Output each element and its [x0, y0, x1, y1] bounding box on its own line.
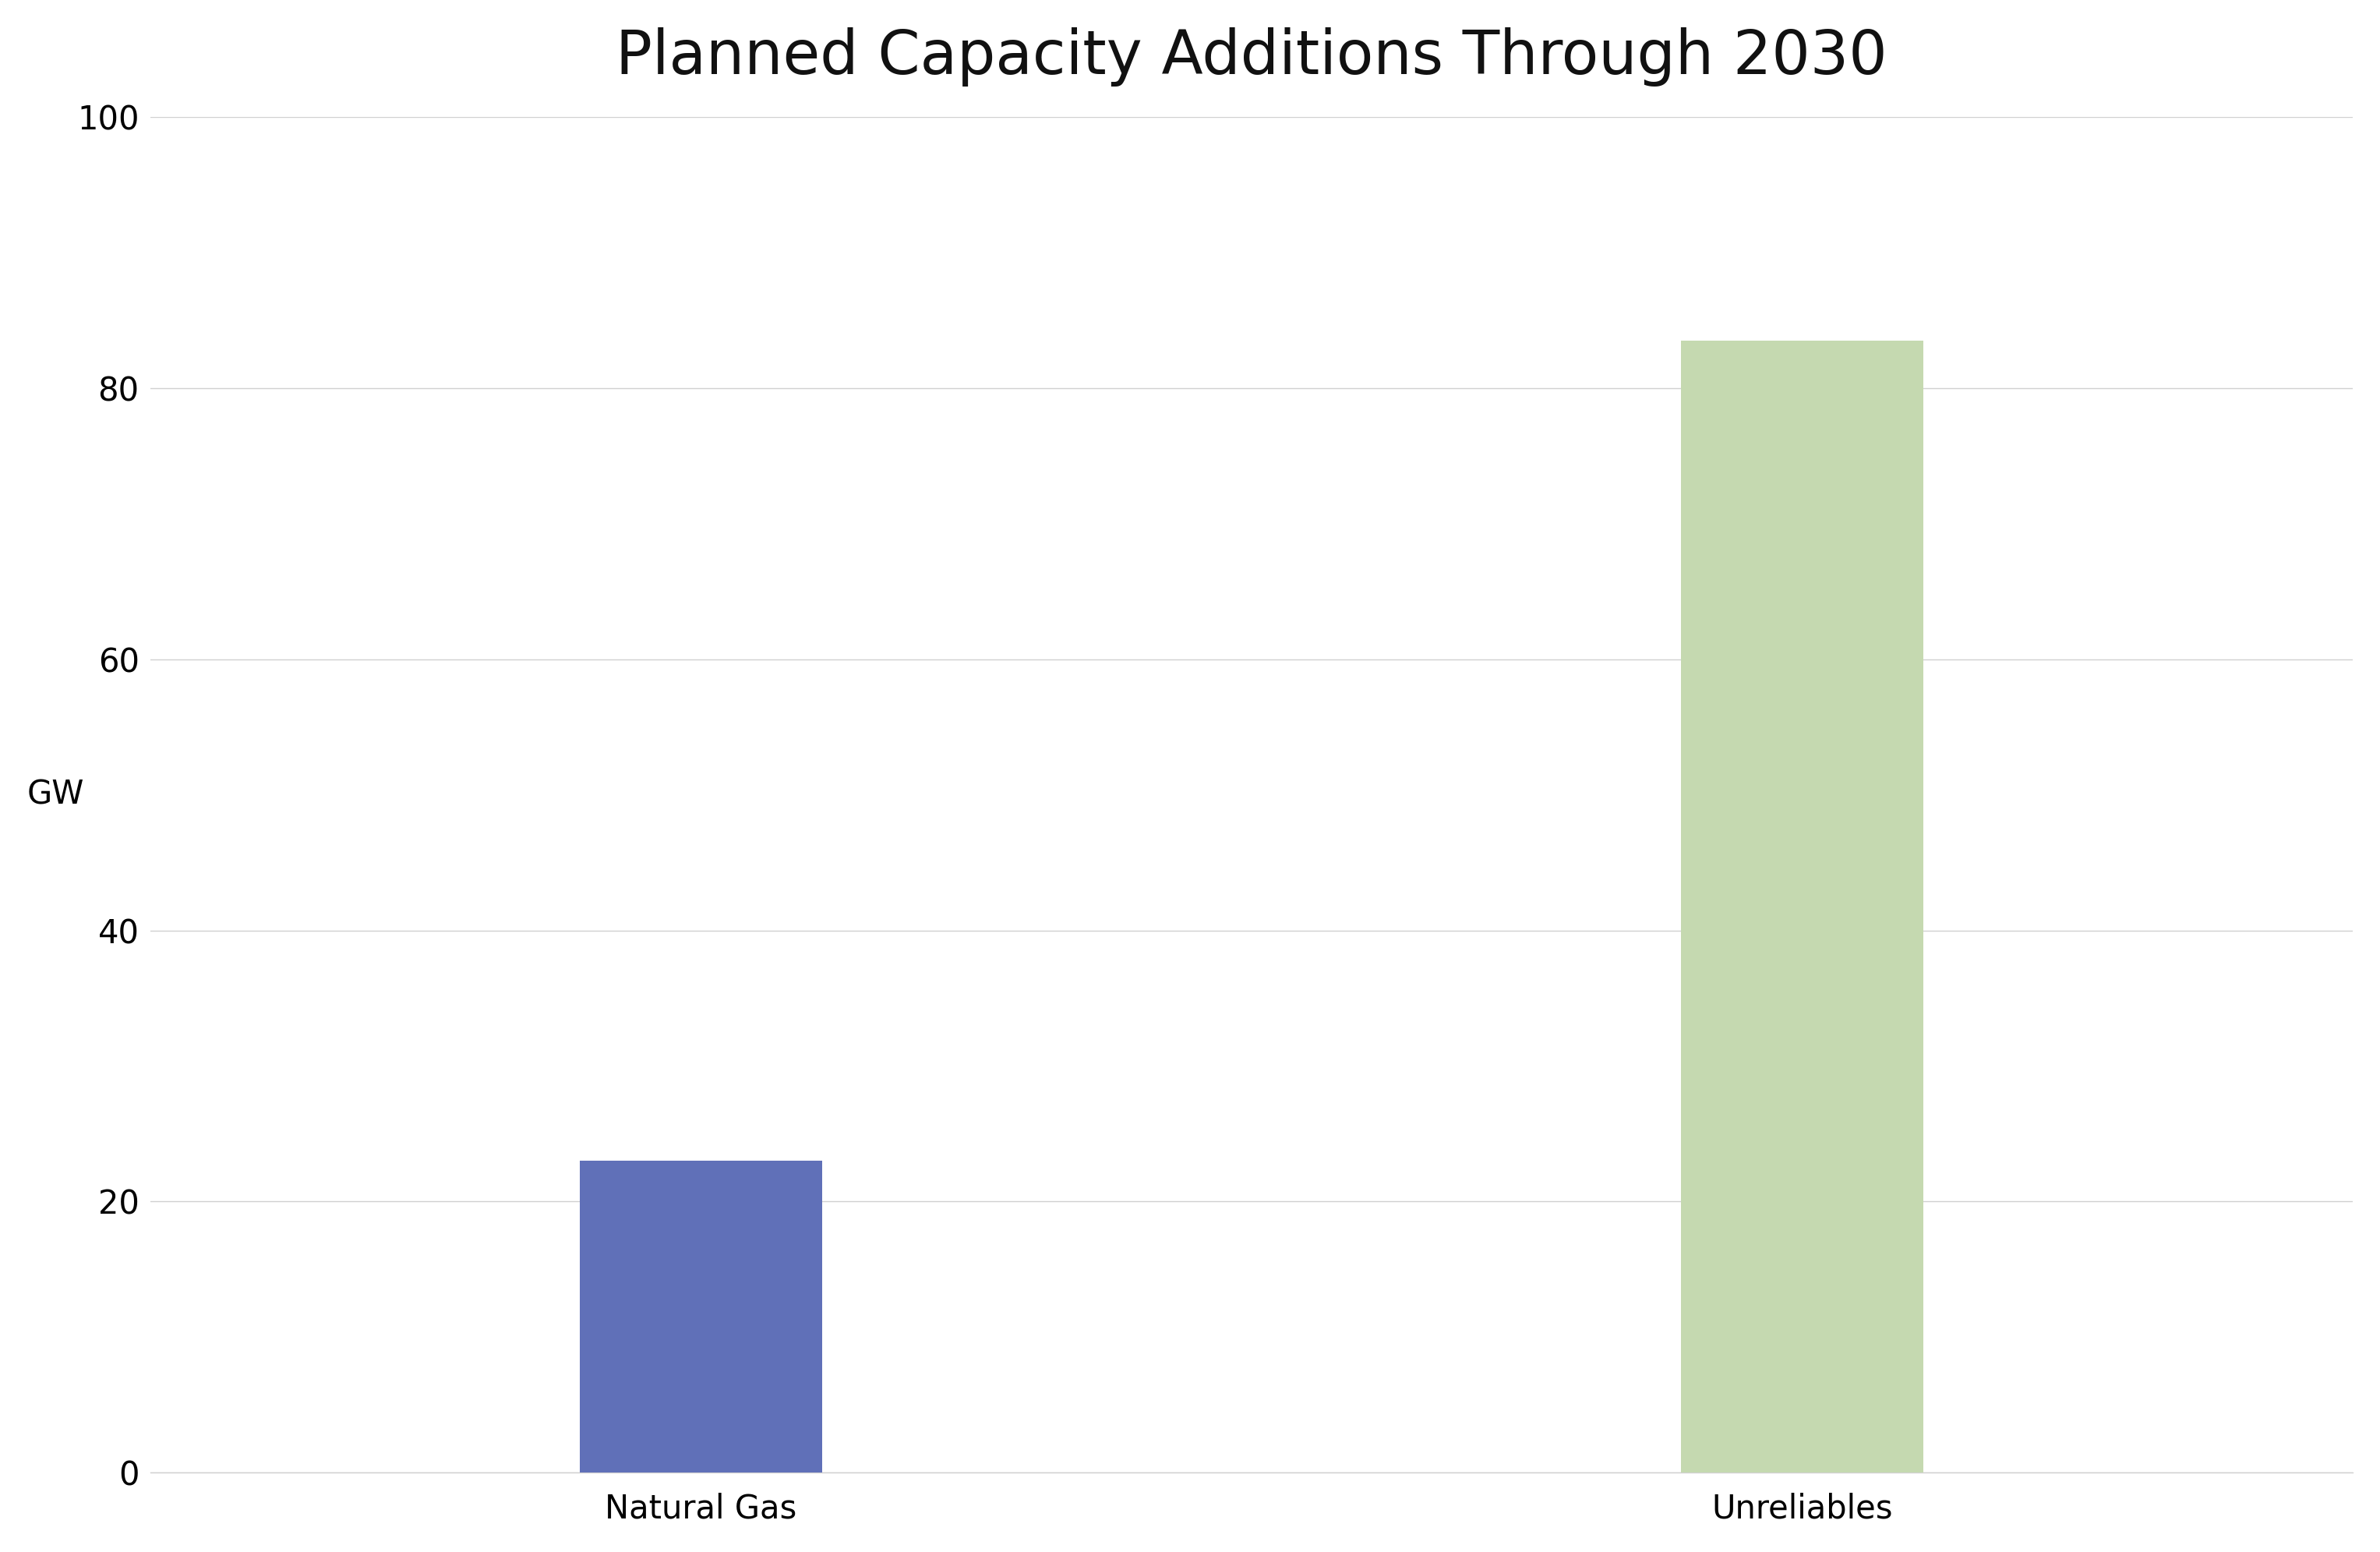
Bar	[1680, 341, 1923, 1473]
Y-axis label: GW: GW	[26, 779, 83, 812]
Bar	[581, 1161, 821, 1473]
Title: Planned Capacity Additions Through 2030: Planned Capacity Additions Through 2030	[616, 26, 1887, 87]
